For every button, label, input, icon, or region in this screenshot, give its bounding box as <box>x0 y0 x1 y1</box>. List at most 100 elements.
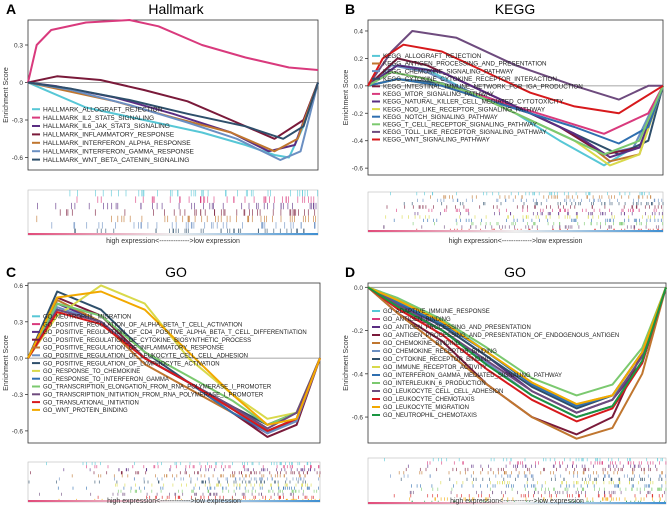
plot-frame <box>367 19 664 176</box>
legend-label: GO_RESPONSE_TO_INTERFERON_GAMMA <box>43 377 169 383</box>
series-line <box>27 81 319 140</box>
panel-letter: A <box>6 1 16 17</box>
legend-label: GO_CHEMOKINE_RECEPTOR_BINDING <box>383 349 497 355</box>
x-axis-label: high expression<------------->low expres… <box>450 498 584 505</box>
y-tick-label: 0.0 <box>354 285 363 292</box>
panel-c: C GO 0.6 0.3 0.0 -0.3 -0.6 Enrichment Score GO_N… <box>3 264 321 505</box>
panel-d: D GO 0.0 -0.2 -0.4 -0.6 Enrichment Score GO_ADA… <box>343 264 667 505</box>
legend-label: HALLMARK_INTERFERON_ALPHA_RESPONSE <box>43 140 191 147</box>
series-line <box>367 286 667 397</box>
legend-label: GO_LEUKOCYTE_CHEMOTAXIS <box>383 397 475 403</box>
rug-frame <box>27 461 321 503</box>
legend-label: GO_TRANSCRIPTION_INITIATION_FROM_RNA_POL… <box>43 393 264 399</box>
y-tick-label: -0.3 <box>12 392 24 399</box>
y-tick-label: 0.4 <box>354 28 363 35</box>
legend-label: KEGG_T_CELL_RECEPTOR_SIGNALING_PATHWAY <box>383 122 538 129</box>
legend-label: HALLMARK_WNT_BETA_CATENIN_SIGNALING <box>43 157 189 164</box>
legend-label: KEGG_CHEMOKINE_SIGNALING_PATHWAY <box>383 68 514 75</box>
series-line <box>27 290 321 426</box>
panel-letter: D <box>345 264 355 280</box>
plot-frame <box>27 19 319 171</box>
y-tick-label: -0.2 <box>352 111 364 118</box>
legend-label: GO_TRANSCRIPTION_ELONGATION_FROM_RNA_POL… <box>43 385 272 391</box>
legend-label: GO_POSITIVE_REGULATION_OF_ALPHA_BETA_T_C… <box>43 322 242 328</box>
legend-label: KEGG_TOLL_LIKE_RECEPTOR_SIGNALING_PATHWA… <box>383 129 547 136</box>
series-line <box>367 286 667 406</box>
legend-label: HALLMARK_INFLAMMATORY_RESPONSE <box>43 132 175 139</box>
series-line <box>27 311 321 432</box>
y-tick-label: -0.4 <box>352 371 364 378</box>
y-tick-label: 0.0 <box>14 356 23 363</box>
legend-label: GO_TRANSLATIONAL_INITIATION <box>43 400 139 406</box>
legend-label: GO_INTERFERON_GAMMA_MEDIATED_SIGNALING_P… <box>383 373 562 379</box>
legend-label: GO_POSITIVE_REGULATION_OF_LYMPHOCYTE_ACT… <box>43 361 220 367</box>
panel-a: A Hallmark 0.3 0 -0.3 -0.6 Enrichment Score HAL… <box>3 1 319 245</box>
y-tick-label: -0.3 <box>12 118 24 125</box>
legend-label: GO_CHEMOKINE_BINDING <box>383 341 461 347</box>
series-line <box>27 19 319 83</box>
x-axis-label: high expression<------------->low expres… <box>107 498 241 505</box>
rank-bar <box>368 230 663 232</box>
y-axis-label: Enrichment Score <box>3 335 10 391</box>
y-axis-label: Enrichment Score <box>343 335 350 391</box>
legend-label: KEGG_MTOR_SIGNALING_PATHWAY <box>383 91 495 98</box>
series-line <box>367 30 663 101</box>
legend-label: GO_LEUKOCYTE_CELL_CELL_ADHESION <box>383 389 503 395</box>
legend-label: KEGG_NOD_LIKE_RECEPTOR_SIGNALING_PATHWAY <box>383 106 546 113</box>
legend-label: KEGG_INTESTINAL_IMMUNE_NETWORK_FOR_IGA_P… <box>383 84 583 91</box>
legend-label: GO_POSITIVE_REGULATION_OF_INFLAMMATORY_R… <box>43 346 224 352</box>
series-line <box>367 286 667 419</box>
y-tick-label: -0.6 <box>352 166 364 173</box>
series-line <box>367 286 667 440</box>
legend-label: GO_POSITIVE_REGULATION_OF_LEUKOCYTE_CELL… <box>43 354 248 360</box>
legend-label: GO_NEUTROPHIL_MIGRATION <box>43 315 131 321</box>
legend-label: GO_WNT_PROTEIN_BINDING <box>43 408 128 414</box>
legend-label: GO_POSITIVE_REGULATION_OF_CD4_POSITIVE_A… <box>43 330 307 336</box>
y-tick-label: -0.6 <box>12 428 24 435</box>
y-tick-label: 0.3 <box>14 43 23 50</box>
y-axis-label: Enrichment Score <box>343 70 350 126</box>
legend-label: GO_ANTIGEN_PROCESSING_AND_PRESENTATION_O… <box>383 333 619 339</box>
y-tick-label: -0.2 <box>352 328 364 335</box>
plot-frame <box>367 282 667 444</box>
legend-label: GO_ANTIGEN_PROCESSING_AND_PRESENTATION <box>383 325 531 331</box>
panel-title: GO <box>504 264 526 280</box>
rank-bar <box>368 502 666 504</box>
y-tick-label: 0.6 <box>14 283 23 290</box>
series-line <box>27 81 319 161</box>
panel-title: GO <box>165 264 187 280</box>
legend-label: HALLMARK_IL2_STAT5_SIGNALING <box>43 115 154 122</box>
rank-bar <box>28 500 320 502</box>
legend-label: KEGG_NATURAL_KILLER_CELL_MEDIATED_CYTOTO… <box>383 99 564 106</box>
legend-label: GO_RESPONSE_TO_CHEMOKINE <box>43 369 140 375</box>
legend-label: KEGG_CYTOKINE_CYTOKINE_RECEPTOR_INTERACT… <box>383 76 557 83</box>
series-line <box>27 284 321 420</box>
y-tick-label: -0.4 <box>352 138 364 145</box>
legend-label: GO_ANTIGEN_BINDING <box>383 317 451 323</box>
legend-label: GO_IMMUNE_RECEPTOR_ACTIVITY <box>383 365 487 371</box>
panel-letter: B <box>345 1 355 17</box>
series-line <box>367 78 664 145</box>
series-line <box>27 81 319 153</box>
plot-frame <box>27 282 321 444</box>
series-line <box>367 71 664 156</box>
legend-label: GO_NEUTROPHIL_CHEMOTAXIS <box>383 413 477 419</box>
legend-label: KEGG_NOTCH_SIGNALING_PATHWAY <box>383 114 499 121</box>
series-line <box>367 43 664 115</box>
y-tick-label: -0.6 <box>352 415 364 422</box>
legend-label: GO_LEUKOCYTE_MIGRATION <box>383 405 469 411</box>
legend-label: HALLMARK_INTERFERON_GAMMA_RESPONSE <box>43 148 195 155</box>
legend-label: GO_ADAPTIVE_IMMUNE_RESPONSE <box>383 309 490 315</box>
legend-label: GO_POSITIVE_REGULATION_OF_CYTOKINE_BIOSY… <box>43 338 251 344</box>
legend-label: GO_INTERLEUKIN_6_PRODUCTION <box>383 381 486 387</box>
panel-title: Hallmark <box>148 1 204 17</box>
legend-label: HALLMARK_ALLOGRAFT_REJECTION <box>43 106 163 113</box>
rank-bar <box>28 233 318 235</box>
series-line <box>27 302 321 426</box>
y-tick-label: 0.3 <box>14 319 23 326</box>
legend-label: KEGG_ANTIGEN_PROCESSING_AND_PRESENTATION <box>383 61 547 68</box>
panel-title: KEGG <box>495 1 535 17</box>
series-line <box>27 75 319 140</box>
panel-b: B KEGG 0.4 0.2 0.0 -0.2 -0.4 -0.6 Enrichment Sco… <box>343 1 664 245</box>
